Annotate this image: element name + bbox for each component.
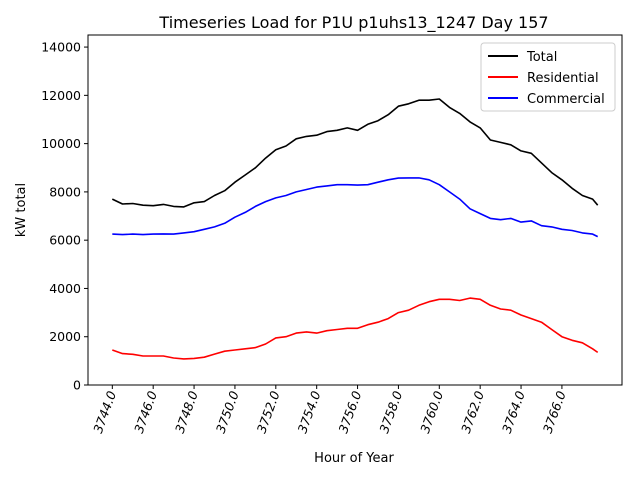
series-line-commercial	[112, 177, 599, 238]
y-tick-label: 0	[73, 378, 81, 393]
legend-label-residential: Residential	[527, 71, 599, 86]
y-tick-label: 4000	[49, 281, 81, 296]
y-tick-label: 8000	[49, 184, 81, 199]
chart-title: Timeseries Load for P1U p1uhs13_1247 Day…	[158, 13, 548, 33]
plot-frame	[87, 34, 623, 386]
y-axis-label: kW total	[14, 183, 29, 237]
series-line-residential	[112, 297, 599, 360]
y-tick-label: 10000	[41, 136, 81, 151]
legend-label-commercial: Commercial	[527, 92, 605, 107]
y-tick-label: 14000	[41, 40, 81, 55]
y-tick-label: 2000	[49, 329, 81, 344]
series-line-total	[111, 98, 599, 208]
legend-label-total: Total	[526, 50, 557, 65]
y-tick-label: 6000	[49, 233, 81, 248]
x-axis-label: Hour of Year	[314, 451, 394, 466]
legend-box	[480, 42, 616, 112]
y-tick-label: 12000	[41, 88, 81, 103]
legend: Total Residential Commercial	[480, 42, 616, 112]
